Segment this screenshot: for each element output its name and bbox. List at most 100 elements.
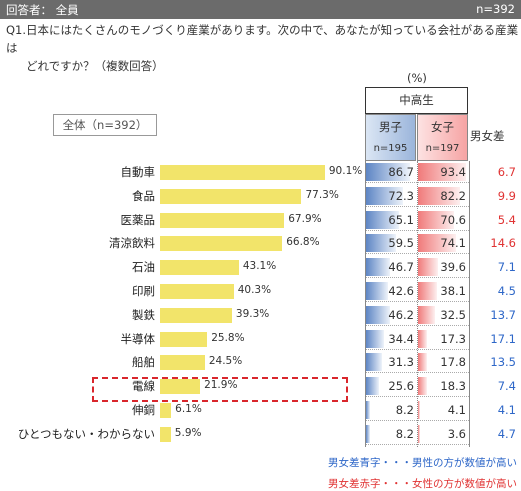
diff-value: 5.4 bbox=[497, 212, 516, 227]
female-fill-bar bbox=[418, 163, 466, 181]
overall-bar bbox=[160, 426, 171, 442]
overall-bar bbox=[160, 355, 205, 371]
male-value: 86.7 bbox=[388, 165, 414, 179]
male-fill-bar bbox=[366, 258, 390, 277]
question-line-2: どれですか？（複数回答） bbox=[26, 59, 164, 73]
overall-bar bbox=[160, 379, 201, 395]
female-value: 38.1 bbox=[440, 284, 466, 298]
female-column-header: 女子 n=197 bbox=[417, 114, 468, 161]
overall-label: 全体（n=392） bbox=[53, 114, 157, 136]
diff-value: 4.5 bbox=[497, 284, 516, 298]
female-fill-bar bbox=[418, 329, 427, 348]
header-bar: 回答者： 全員 n=392 bbox=[0, 0, 521, 19]
female-fill-bar bbox=[418, 377, 428, 396]
female-fill-bar bbox=[418, 258, 439, 277]
female-value: 32.5 bbox=[440, 307, 466, 322]
male-fill-bar bbox=[366, 163, 411, 181]
overall-value: 21.9% bbox=[204, 379, 238, 392]
diff-value: 13.7 bbox=[490, 307, 516, 322]
overall-value: 5.9% bbox=[174, 426, 202, 439]
category-label: 伸銅 bbox=[132, 403, 155, 417]
diff-value: 17.1 bbox=[490, 331, 516, 346]
male-fill-bar bbox=[366, 329, 384, 348]
male-label: 男子 bbox=[379, 120, 402, 134]
male-value: 31.3 bbox=[388, 355, 414, 370]
category-label: 石油 bbox=[132, 260, 155, 275]
female-cell: 32.5 bbox=[418, 304, 469, 326]
female-fill-bar bbox=[418, 234, 456, 253]
male-cell: 42.6 bbox=[366, 280, 417, 302]
female-cell: 3.6 bbox=[418, 423, 469, 445]
highlight-box bbox=[92, 377, 348, 402]
male-cell: 25.6 bbox=[366, 375, 417, 398]
female-fill-bar bbox=[418, 186, 460, 205]
male-n: n=195 bbox=[373, 143, 408, 154]
female-cell: 17.3 bbox=[418, 328, 469, 350]
overall-value: 39.3% bbox=[235, 307, 270, 320]
male-cell: 46.2 bbox=[366, 304, 417, 326]
female-cell: 74.1 bbox=[418, 232, 469, 255]
female-cell: 93.4 bbox=[418, 161, 469, 183]
female-n: n=197 bbox=[425, 143, 460, 154]
overall-bar bbox=[160, 236, 283, 252]
male-fill-bar bbox=[366, 305, 390, 324]
diff-value: 14.6 bbox=[490, 236, 516, 251]
overall-bar bbox=[160, 307, 232, 323]
male-fill-bar bbox=[366, 186, 403, 205]
female-value: 4.1 bbox=[447, 403, 466, 417]
sample-size: n=392 bbox=[476, 2, 515, 16]
category-label: 電線 bbox=[132, 379, 155, 394]
diff-value: 4.1 bbox=[497, 403, 516, 417]
category-label: 医薬品 bbox=[120, 212, 156, 227]
female-fill-bar bbox=[418, 282, 438, 300]
table-border-right bbox=[469, 161, 470, 447]
male-fill-bar bbox=[366, 282, 388, 300]
overall-value: 90.1% bbox=[328, 165, 363, 177]
female-value: 93.4 bbox=[440, 165, 466, 179]
overall-bar bbox=[160, 331, 208, 347]
overall-value: 24.5% bbox=[208, 355, 243, 368]
question-text: Q1.日本にはたくさんのモノづくり産業があります。次の中で、あなたが知っている会… bbox=[6, 21, 521, 75]
overall-value: 40.3% bbox=[237, 284, 272, 296]
male-cell: 86.7 bbox=[366, 161, 417, 183]
male-cell: 59.5 bbox=[366, 232, 417, 255]
male-cell: 46.7 bbox=[366, 256, 417, 279]
overall-value: 66.8% bbox=[286, 236, 320, 249]
table-divider bbox=[417, 161, 418, 447]
diff-column-header: 男女差 bbox=[470, 129, 505, 143]
category-label: ひとつもない・わからない bbox=[17, 426, 155, 441]
category-label: 清涼飲料 bbox=[109, 236, 155, 251]
male-value: 25.6 bbox=[388, 379, 414, 394]
male-value: 34.4 bbox=[388, 331, 414, 346]
female-value: 82.2 bbox=[440, 188, 466, 203]
male-value: 72.3 bbox=[388, 188, 414, 203]
male-cell: 31.3 bbox=[366, 351, 417, 374]
female-value: 18.3 bbox=[440, 379, 466, 394]
note-blue: 男女差青字・・・男性の方が数値が高い bbox=[328, 457, 517, 469]
male-fill-bar bbox=[366, 234, 397, 253]
female-value: 3.6 bbox=[447, 426, 466, 441]
male-column-header: 男子 n=195 bbox=[365, 114, 416, 161]
overall-value: 77.3% bbox=[305, 188, 339, 201]
table-border-left bbox=[365, 161, 366, 447]
overall-bar bbox=[160, 260, 239, 276]
female-fill-bar bbox=[418, 305, 435, 324]
male-fill-bar bbox=[366, 377, 380, 396]
respondent-label: 回答者： 全員 bbox=[6, 3, 79, 17]
category-label: 自動車 bbox=[120, 165, 156, 179]
female-cell: 39.6 bbox=[418, 256, 469, 279]
note-red: 男女差赤字・・・女性の方が数値が高い bbox=[328, 478, 517, 490]
female-fill-bar bbox=[418, 424, 420, 443]
unit-label: (%) bbox=[407, 71, 427, 85]
male-cell: 34.4 bbox=[366, 328, 417, 350]
overall-bar bbox=[160, 284, 234, 299]
category-label: 製鉄 bbox=[132, 307, 155, 322]
male-value: 65.1 bbox=[388, 212, 414, 227]
male-cell: 8.2 bbox=[366, 399, 417, 421]
diff-value: 4.7 bbox=[497, 426, 516, 441]
male-fill-bar bbox=[366, 424, 371, 443]
male-value: 42.6 bbox=[388, 284, 414, 298]
overall-bar bbox=[160, 165, 325, 180]
male-fill-bar bbox=[366, 210, 400, 229]
overall-bar bbox=[160, 403, 172, 418]
